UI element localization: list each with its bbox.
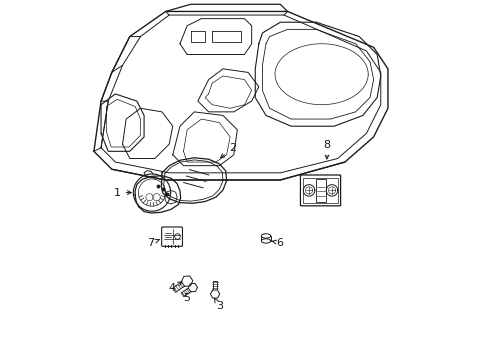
Bar: [315, 179, 325, 202]
Text: 7: 7: [147, 238, 159, 248]
Text: 2: 2: [220, 143, 236, 158]
Text: 8: 8: [323, 140, 330, 159]
Text: 3: 3: [214, 298, 223, 311]
Text: 6: 6: [272, 238, 283, 248]
Text: 1: 1: [114, 188, 131, 198]
Text: 4: 4: [168, 282, 182, 293]
Bar: [303, 178, 337, 203]
Text: 5: 5: [183, 293, 190, 303]
